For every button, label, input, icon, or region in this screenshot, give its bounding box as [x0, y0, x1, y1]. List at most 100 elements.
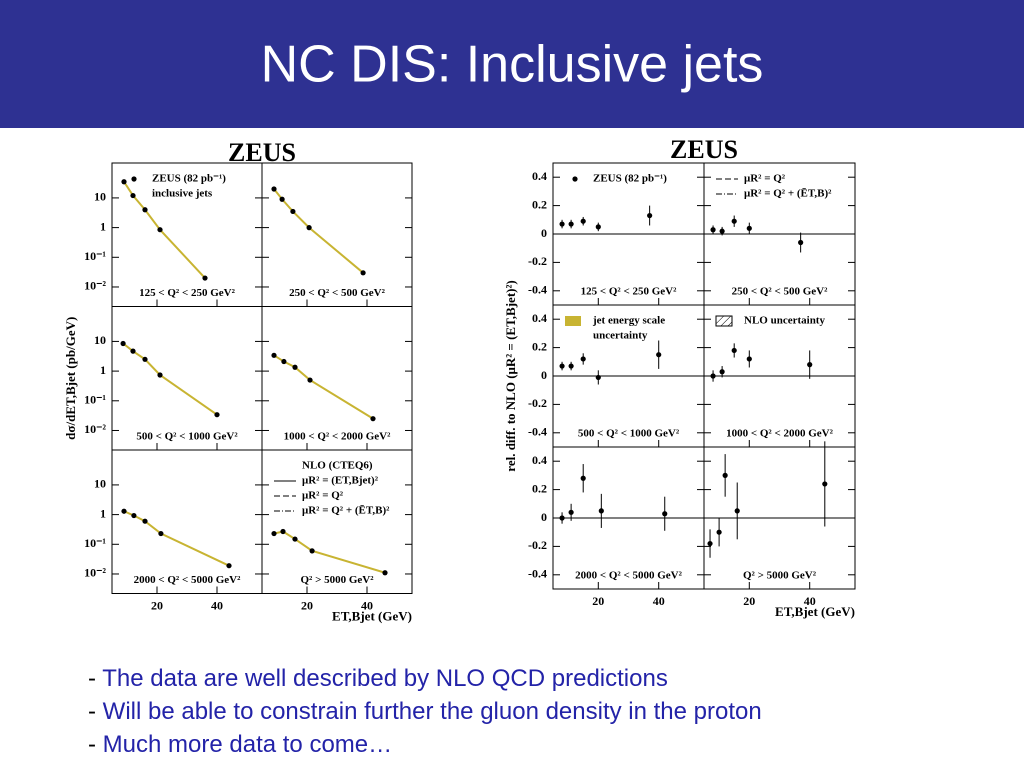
data-point	[656, 352, 662, 358]
y-tick-label: 0	[541, 226, 547, 240]
bullet-text: The data are well described by NLO QCD p…	[102, 665, 668, 692]
panel-frame	[111, 306, 263, 451]
y-tick-label: -0.4	[528, 567, 547, 581]
data-point	[716, 529, 722, 535]
y-tick-label: -0.4	[528, 283, 547, 297]
data-line	[122, 342, 218, 416]
legend-label: ZEUS (82 pb⁻¹)	[152, 173, 226, 185]
data-point	[214, 412, 220, 418]
bullet-list: - The data are well described by NLO QCD…	[88, 665, 762, 758]
panel-label: 2000 < Q² < 5000 GeV²	[575, 570, 683, 582]
data-point	[722, 472, 728, 478]
y-tick-label: 1	[100, 363, 106, 377]
y-axis-label: dσ/dET,Bjet (pb/GeV)	[63, 317, 78, 440]
legend-label: μR² = Q² + (ĒT,B)²	[744, 188, 832, 200]
data-point	[731, 218, 737, 224]
legend-label: μR² = Q² + (ĒT,B)²	[302, 505, 390, 517]
bullet: - The data are well described by NLO QCD…	[88, 665, 668, 692]
data-point	[595, 374, 601, 381]
data-point	[142, 356, 148, 362]
x-axis-label: ET,Bjet (GeV)	[332, 608, 412, 623]
y-tick-label: 10⁻¹	[84, 393, 106, 407]
data-point	[226, 563, 232, 569]
data-point	[158, 530, 164, 537]
panel-frame	[261, 449, 413, 594]
data-point	[598, 508, 604, 514]
y-tick-label: 10	[94, 190, 106, 204]
data-point	[822, 481, 828, 487]
bullet-marker: -	[88, 665, 96, 692]
data-point	[559, 221, 565, 227]
y-tick-label: 10⁻²	[84, 566, 106, 580]
y-tick-label: 0.4	[532, 169, 547, 183]
data-point	[121, 508, 127, 514]
data-point	[559, 515, 565, 521]
legend-marker	[565, 316, 581, 326]
slide-title: NC DIS: Inclusive jets	[261, 36, 764, 94]
data-point	[731, 347, 737, 354]
data-point	[271, 530, 277, 537]
data-point	[309, 548, 315, 554]
y-axis-label: rel. diff. to NLO (μR² = (ET,Bjet)²)	[503, 280, 518, 471]
y-tick-label: 0	[541, 510, 547, 524]
legend-label: μR² = (ET,Bjet)²	[302, 475, 379, 487]
bullet: - Much more data to come…	[88, 731, 392, 758]
data-point	[157, 227, 163, 233]
data-point	[719, 228, 725, 234]
y-tick-label: -0.2	[528, 396, 547, 410]
legend-marker	[715, 315, 733, 327]
y-tick-label: 0.2	[532, 339, 547, 353]
x-tick-label: 40	[361, 598, 373, 612]
data-point	[559, 363, 565, 369]
data-point	[130, 192, 136, 199]
data-line	[273, 354, 374, 420]
data-point	[568, 363, 574, 369]
data-line	[273, 530, 386, 574]
data-point	[719, 369, 725, 375]
legend-label: jet energy scale	[592, 315, 665, 327]
y-tick-label: -0.2	[528, 538, 547, 552]
panel-frame	[261, 162, 413, 307]
y-tick-label: 0.4	[532, 311, 547, 325]
panel-label: 250 < Q² < 500 GeV²	[732, 286, 829, 298]
data-point	[290, 208, 296, 215]
data-point	[710, 227, 716, 233]
legend-label: μR² = Q²	[744, 173, 786, 185]
data-point	[662, 511, 668, 517]
y-tick-label: 10	[94, 477, 106, 491]
data-point	[568, 509, 574, 515]
data-point	[707, 540, 713, 547]
data-line	[273, 188, 364, 274]
y-tick-label: 10⁻¹	[84, 536, 106, 550]
data-point	[580, 475, 586, 481]
x-tick-label: 20	[151, 598, 163, 612]
data-point	[746, 225, 752, 231]
data-point	[360, 270, 366, 276]
data-point	[807, 362, 813, 368]
panel-label: 2000 < Q² < 5000 GeV²	[134, 574, 242, 586]
panel-label: 500 < Q² < 1000 GeV²	[136, 431, 238, 443]
panel-frame	[111, 449, 263, 594]
y-tick-label: -0.4	[528, 425, 547, 439]
data-point	[131, 512, 137, 519]
panel-label: Q² > 5000 GeV²	[743, 570, 817, 582]
y-tick-label: 1	[100, 219, 106, 233]
data-point	[370, 416, 376, 422]
data-point	[382, 570, 388, 576]
data-point	[580, 218, 586, 224]
bullet-text: Much more data to come…	[103, 731, 392, 758]
data-point	[306, 225, 312, 231]
panel-label: Q² > 5000 GeV²	[300, 574, 374, 586]
y-tick-label: 10⁻²	[84, 279, 106, 293]
data-point	[798, 239, 804, 246]
figure-title: ZEUS	[670, 135, 738, 164]
x-tick-label: 20	[743, 594, 755, 608]
panel-label: 125 < Q² < 250 GeV²	[581, 286, 678, 298]
bullet-text: Will be able to constrain further the gl…	[103, 698, 762, 725]
y-tick-label: 0.2	[532, 481, 547, 495]
y-tick-label: 0	[541, 368, 547, 382]
panel-label: 125 < Q² < 250 GeV²	[139, 287, 236, 299]
